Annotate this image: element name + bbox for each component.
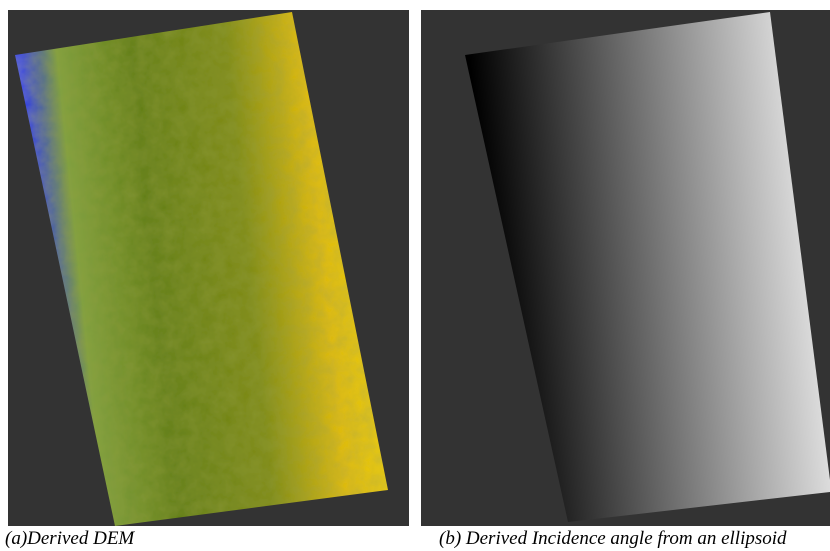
caption-a: (a)Derived DEM <box>5 528 134 550</box>
page: (a)Derived DEM (b) Derived Incidence ang… <box>0 0 830 551</box>
caption-b: (b) Derived Incidence angle from an elli… <box>439 528 787 550</box>
figure <box>0 0 830 551</box>
